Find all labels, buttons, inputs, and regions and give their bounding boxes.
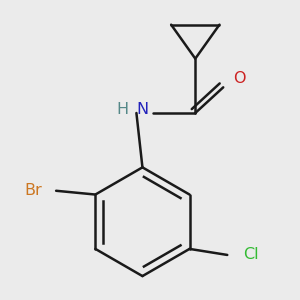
Text: N: N xyxy=(136,103,148,118)
Text: O: O xyxy=(234,71,246,86)
Text: Cl: Cl xyxy=(244,248,259,262)
Text: H: H xyxy=(117,103,129,118)
Text: Br: Br xyxy=(25,183,42,198)
